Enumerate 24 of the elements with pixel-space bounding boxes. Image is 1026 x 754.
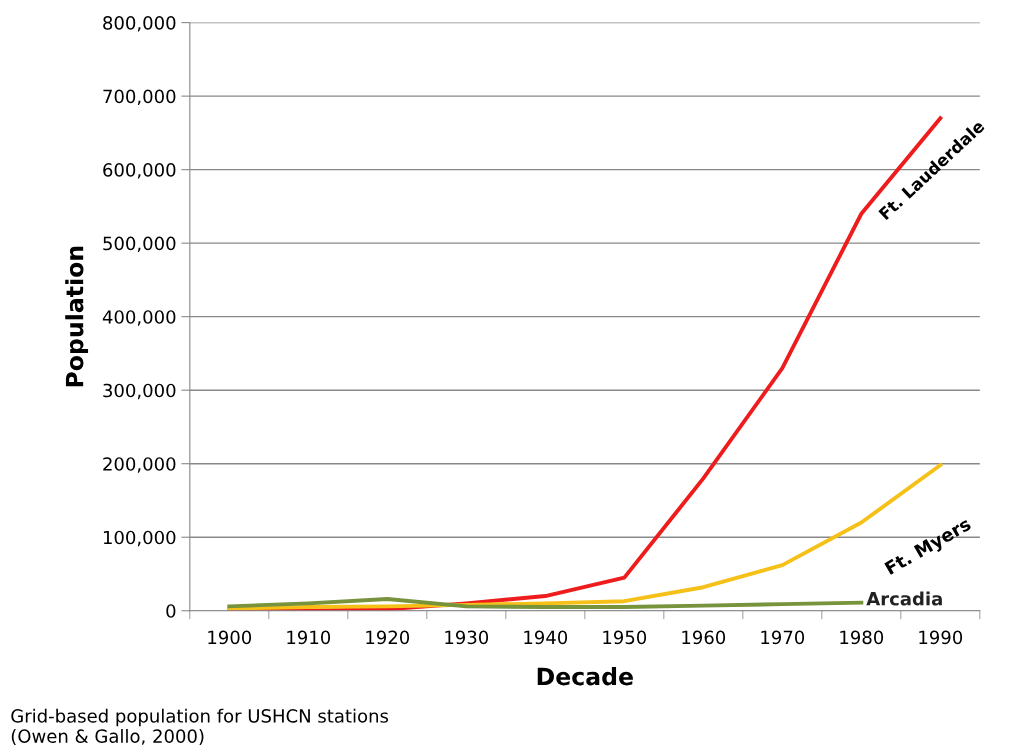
text: Grid-based population for USHCN stations (Owen & Gallo, 2000) <box>11 708 389 746</box>
x-tick-label: 1990 <box>919 630 963 645</box>
y-tick-label: 100,000 <box>103 530 176 547</box>
line-series <box>227 597 864 610</box>
y-tick-label: 600,000 <box>103 163 176 179</box>
y-tick-label: 400,000 <box>102 310 176 326</box>
x-tick-label: 1980 <box>840 630 884 645</box>
y-axis-title: Population <box>65 246 89 387</box>
series-label: Arcadia <box>866 591 942 606</box>
x-tick-label: 1960 <box>682 630 726 645</box>
x-tick-label: 1930 <box>445 630 489 645</box>
y-tick-label: 300,000 <box>103 383 176 400</box>
y-tick-label: 800,000 <box>103 16 176 32</box>
y-tick-label: 0 <box>166 604 176 618</box>
x-tick-label: 1900 <box>208 630 252 645</box>
x-tick-label: 1950 <box>603 630 647 645</box>
y-tick-label: 200,000 <box>103 457 176 473</box>
x-tick-label: 1940 <box>524 630 568 645</box>
x-tick-label: 1910 <box>287 630 331 645</box>
x-axis-title: Decade <box>537 667 633 686</box>
y-tick-label: 500,000 <box>103 236 176 253</box>
x-tick-label: 1920 <box>366 630 410 645</box>
y-tick-label: 700,000 <box>103 89 176 106</box>
x-tick-label: 1970 <box>761 630 805 645</box>
